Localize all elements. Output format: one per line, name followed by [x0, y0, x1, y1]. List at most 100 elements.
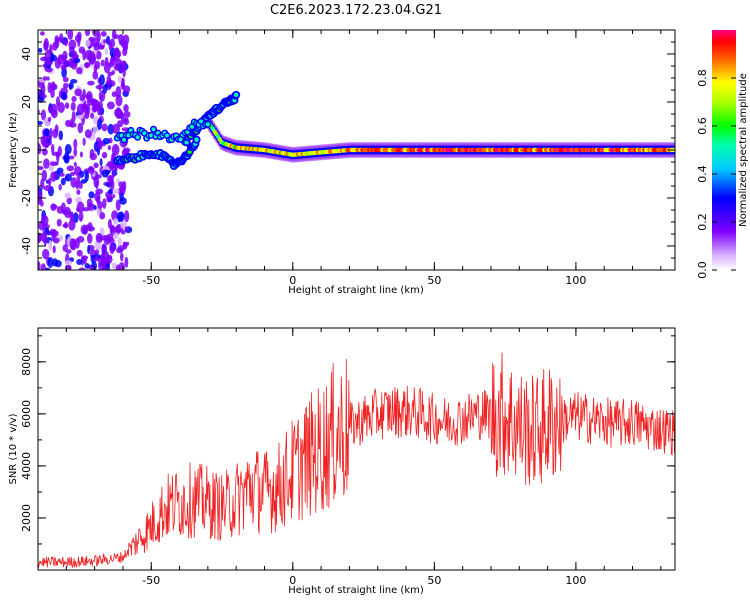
spectrogram-noise-blob [44, 60, 53, 66]
spectrogram-noise-blob [93, 205, 97, 210]
snr-ytick-label: 4000 [20, 452, 33, 480]
spectrogram-noise-blob [38, 232, 42, 244]
spectrogram-noise-blob [41, 109, 47, 121]
colorbar-tick-label: 0.4 [696, 165, 709, 183]
spectrogram-noise-blob [109, 242, 115, 255]
spectrogram-noise-blob [116, 178, 120, 184]
spectrogram-marks [38, 30, 675, 270]
spectrogram-noise-blob [107, 189, 114, 194]
spectrogram-noise-blob [48, 106, 53, 113]
spectrogram-noise-blob [40, 178, 45, 190]
spectrogram-noise-blob [123, 104, 129, 113]
spectrogram-noise-blob [51, 258, 59, 267]
spectrogram-noise-blob [121, 40, 129, 49]
spectrogram-noise-blob [113, 232, 119, 240]
spectrogram-noise-blob [84, 170, 89, 182]
spectrogram-noise-blob [50, 52, 55, 63]
spectrogram-noise-blob [38, 261, 41, 270]
spectrogram-noise-blob [73, 161, 77, 168]
spectrogram-noise-blob [87, 167, 95, 172]
spectrogram-xlabel: Height of straight line (km) [288, 285, 424, 296]
spectrogram-ridge-left-core [199, 119, 204, 124]
spectrogram-noise-blob [97, 200, 103, 210]
spectrogram-noise-blob [50, 109, 58, 119]
spectrogram-noise-blob [68, 155, 75, 160]
spectrogram-xtick-label: 100 [565, 274, 586, 287]
spectrogram-noise-blob [70, 171, 76, 176]
spectrogram-noise-blob [52, 41, 58, 51]
spectrogram-noise-blob [115, 264, 121, 270]
spectrogram-noise-blob [77, 122, 84, 134]
spectrogram-noise-blob [67, 30, 74, 40]
spectrogram-noise-blob [102, 137, 111, 145]
spectrogram-noise-blob [40, 200, 44, 207]
spectrogram-noise-blob [63, 58, 68, 71]
spectrogram-noise-blob [50, 81, 56, 92]
colorbar-tick-label: 0.2 [696, 213, 709, 231]
spectrogram-noise-blob [86, 233, 93, 244]
spectrogram-noise-blob [69, 238, 76, 251]
spectrogram-noise-blob [99, 158, 103, 167]
spectrogram-noise-blob [55, 161, 59, 166]
spectrogram-noise-blob [83, 100, 87, 110]
spectrogram-noise-blob [71, 95, 77, 102]
spectrogram-noise-blob [84, 263, 90, 269]
spectrogram-noise-blob [78, 211, 84, 221]
spectrogram-noise-blob [54, 124, 59, 134]
spectrogram-noise-blob [112, 123, 120, 134]
spectrogram-noise-blob [92, 125, 97, 136]
spectrogram-noise-blob [123, 85, 131, 94]
spectrogram-noise-blob [97, 118, 102, 131]
spectrogram-noise-blob [122, 47, 128, 57]
spectrogram-noise-blob [117, 237, 122, 247]
spectrogram-noise-blob [38, 120, 43, 125]
spectrogram-noise-blob [119, 252, 124, 262]
spectrogram-noise-blob [95, 84, 104, 90]
spectrogram-noise-blob [82, 137, 86, 146]
spectrogram-noise-blob [122, 147, 131, 154]
spectrogram-panel: -50 0 50 100 40 20 0 -20 -40 Height of straight … [8, 29, 676, 296]
spectrogram-noise-blob [71, 50, 78, 60]
spectrogram-noise-blob [94, 60, 101, 70]
spectrogram-noise-blob [59, 172, 65, 177]
spectrogram-noise-blob [90, 112, 95, 119]
spectrogram-noise-blob [63, 38, 68, 47]
spectrogram-noise-blob [50, 203, 57, 211]
spectrogram-noise-blob [41, 84, 46, 95]
spectrogram-ridge-left-core [151, 127, 156, 132]
spectrogram-ytick-label: 20 [20, 95, 33, 109]
spectrogram-noise-blob [76, 31, 82, 40]
spectrogram-noise-blob [47, 82, 52, 94]
spectrogram-noise-blob [68, 39, 77, 50]
spectrogram-ticks: -50 0 50 100 40 20 0 -20 -40 [20, 29, 675, 287]
spectrogram-noise-blob [92, 30, 100, 37]
snr-xlabel: Height of straight line (km) [288, 585, 424, 596]
spectrogram-ridge-left-core [142, 131, 147, 136]
spectrogram-noise-blob [58, 234, 64, 242]
spectrogram-noise-blob [118, 181, 125, 188]
snr-frame [37, 327, 676, 571]
spectrogram-noise-blob [122, 118, 130, 126]
spectrogram-noise-blob [56, 218, 62, 227]
spectrogram-noise-blob [97, 101, 103, 110]
spectrogram-noise-blob [89, 153, 97, 161]
spectrogram-noise-blob [51, 229, 56, 242]
spectrogram-ridge-left-core [126, 133, 131, 138]
spectrogram-branch-upper-core [233, 92, 239, 98]
spectrogram-noise-blob [81, 255, 89, 260]
spectrogram-noise-blob [117, 245, 125, 252]
spectrogram-noise-blob [76, 114, 84, 120]
spectrogram-noise-blob [58, 183, 62, 191]
spectrogram-noise-blob [64, 102, 70, 109]
spectrogram-noise-blob [56, 167, 64, 174]
spectrogram-noise-blob [64, 260, 73, 266]
spectrogram-noise-blob [44, 267, 51, 270]
spectrogram-xtick-label: 0 [289, 274, 296, 287]
spectrogram-noise-blob [63, 82, 69, 89]
snr-ticks: -50 0 50 100 8000 6000 4000 2000 [20, 328, 675, 587]
spectrogram-noise-blob [76, 67, 83, 75]
spectrogram-noise-blob [92, 70, 99, 80]
spectrogram-noise-blob [73, 57, 81, 64]
spectrogram-noise-blob [85, 104, 91, 115]
spectrogram-noise-blob [64, 173, 72, 182]
